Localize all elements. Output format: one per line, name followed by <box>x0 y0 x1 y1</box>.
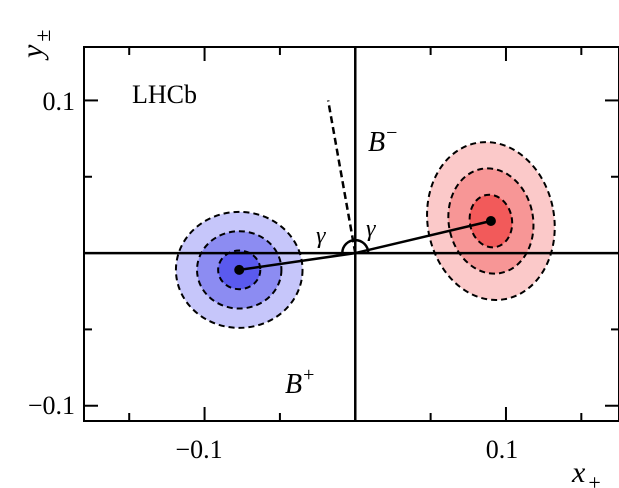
dashed-direction-line <box>326 100 357 254</box>
lhcb-label: LHCb <box>132 80 197 109</box>
y-axis-label: y± <box>16 30 55 61</box>
gamma-label-right: γ <box>366 216 376 242</box>
ray-bminus <box>354 219 492 255</box>
x-tick-label-pos: 0.1 <box>486 435 519 464</box>
y-tick-label-neg: −0.1 <box>28 391 75 420</box>
x-axis-label-sub: + <box>588 470 600 488</box>
plot-frame <box>83 46 619 422</box>
center-point-bplus <box>234 264 245 275</box>
b-minus-sup: − <box>386 122 397 144</box>
b-plus-sup: + <box>303 364 314 386</box>
tick-marks <box>84 47 619 421</box>
b-minus-label: B− <box>368 122 397 158</box>
x-axis-label: x + <box>571 456 601 488</box>
center-point-bminus <box>485 216 496 227</box>
y-axis-label-sub: ± <box>30 30 55 42</box>
b-plus-label: B+ <box>285 364 314 400</box>
gamma-rays <box>234 100 496 275</box>
x-tick-label-neg: −0.1 <box>175 435 222 464</box>
gamma-arc <box>341 238 370 254</box>
ray-bplus <box>239 251 356 272</box>
y-tick-label-pos: 0.1 <box>43 87 76 116</box>
gamma-label-left: γ <box>316 223 326 249</box>
